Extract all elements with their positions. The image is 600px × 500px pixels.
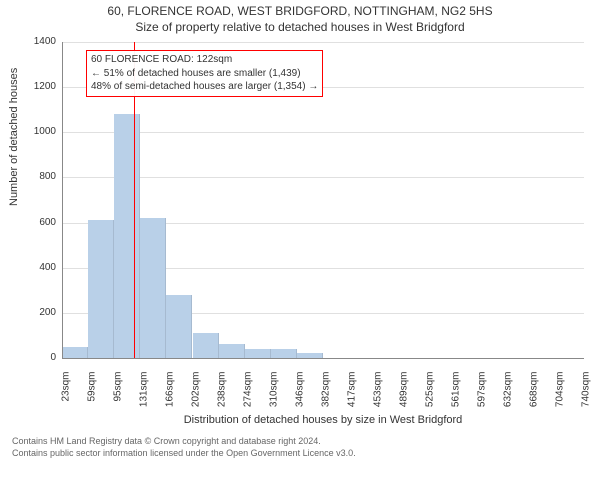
x-tick-label: 382sqm xyxy=(321,372,332,420)
x-tick-label: 59sqm xyxy=(87,372,98,420)
x-tick-label: 274sqm xyxy=(242,372,253,420)
x-tick-label: 346sqm xyxy=(295,372,306,420)
histogram-bar xyxy=(88,220,114,358)
x-tick-label: 632sqm xyxy=(502,372,513,420)
gridline xyxy=(62,132,584,133)
y-tick-label: 400 xyxy=(22,262,56,273)
y-axis-label: Number of detached houses xyxy=(8,190,20,206)
x-tick-label: 489sqm xyxy=(398,372,409,420)
x-tick-label: 95sqm xyxy=(113,372,124,420)
annotation-line-2: ← 51% of detached houses are smaller (1,… xyxy=(91,67,318,81)
gridline xyxy=(62,42,584,43)
gridline xyxy=(62,177,584,178)
y-tick-label: 0 xyxy=(22,352,56,363)
histogram-bar xyxy=(271,349,297,358)
histogram-bar xyxy=(140,218,166,358)
annotation-box: 60 FLORENCE ROAD: 122sqm ← 51% of detach… xyxy=(86,50,323,97)
histogram-bar xyxy=(193,333,219,358)
y-tick-label: 200 xyxy=(22,307,56,318)
histogram-bar xyxy=(166,295,192,358)
y-axis-line xyxy=(62,42,63,358)
x-tick-label: 453sqm xyxy=(372,372,383,420)
y-tick-label: 800 xyxy=(22,171,56,182)
x-tick-label: 561sqm xyxy=(451,372,462,420)
histogram-bar xyxy=(114,114,140,358)
annotation-line-1: 60 FLORENCE ROAD: 122sqm xyxy=(91,53,318,67)
x-tick-label: 597sqm xyxy=(477,372,488,420)
y-tick-label: 1400 xyxy=(22,36,56,47)
histogram-bar xyxy=(62,347,88,358)
x-tick-label: 131sqm xyxy=(139,372,150,420)
y-tick-label: 1000 xyxy=(22,126,56,137)
histogram-bar xyxy=(245,349,271,358)
y-tick-label: 1200 xyxy=(22,81,56,92)
x-tick-label: 166sqm xyxy=(164,372,175,420)
x-tick-label: 704sqm xyxy=(554,372,565,420)
chart-container: 60, FLORENCE ROAD, WEST BRIDGFORD, NOTTI… xyxy=(0,0,600,500)
x-tick-label: 740sqm xyxy=(580,372,591,420)
x-axis-line xyxy=(62,358,584,359)
x-tick-label: 417sqm xyxy=(346,372,357,420)
x-tick-label: 202sqm xyxy=(190,372,201,420)
footer-line-1: Contains HM Land Registry data © Crown c… xyxy=(12,436,356,448)
x-tick-label: 238sqm xyxy=(216,372,227,420)
histogram-bar xyxy=(219,344,245,358)
x-tick-label: 668sqm xyxy=(528,372,539,420)
x-tick-label: 23sqm xyxy=(61,372,72,420)
annotation-line-3: 48% of semi-detached houses are larger (… xyxy=(91,80,318,94)
footer-line-2: Contains public sector information licen… xyxy=(12,448,356,460)
footer-attribution: Contains HM Land Registry data © Crown c… xyxy=(12,436,356,459)
chart-title-main: 60, FLORENCE ROAD, WEST BRIDGFORD, NOTTI… xyxy=(0,4,600,18)
x-tick-label: 525sqm xyxy=(424,372,435,420)
chart-title-sub: Size of property relative to detached ho… xyxy=(0,20,600,34)
x-tick-label: 310sqm xyxy=(269,372,280,420)
y-tick-label: 600 xyxy=(22,217,56,228)
